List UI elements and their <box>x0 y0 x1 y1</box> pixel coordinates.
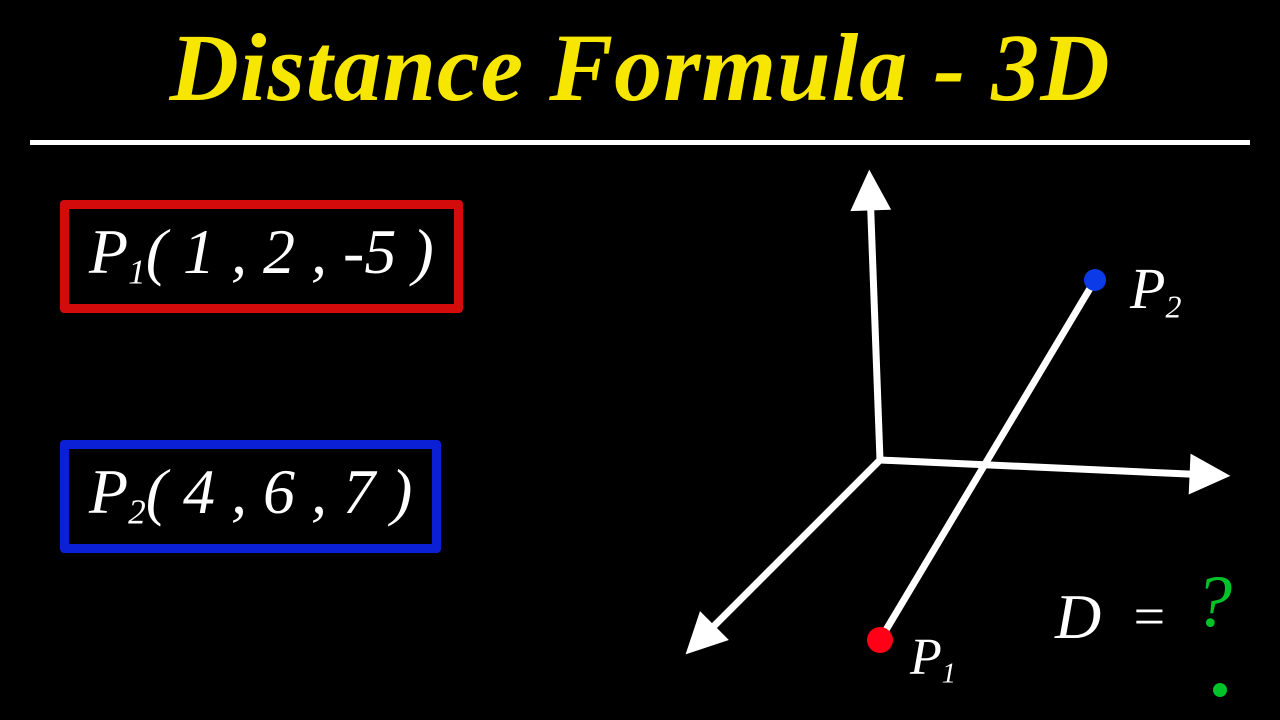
label-p2: P2 <box>1130 255 1181 326</box>
point-p1-box: P1( 1 , 2 , -5 ) <box>60 200 463 313</box>
stage: Distance Formula - 3D P1( 1 , 2 , -5 ) P… <box>0 0 1280 720</box>
point-p2-box: P2( 4 , 6 , 7 ) <box>60 440 441 553</box>
label-d: D <box>1055 580 1101 654</box>
page-title: Distance Formula - 3D <box>0 12 1280 123</box>
label-question: ? <box>1195 560 1232 645</box>
title-underline <box>30 140 1250 145</box>
label-p1: P1 <box>910 628 956 691</box>
label-equals: = <box>1130 585 1168 649</box>
